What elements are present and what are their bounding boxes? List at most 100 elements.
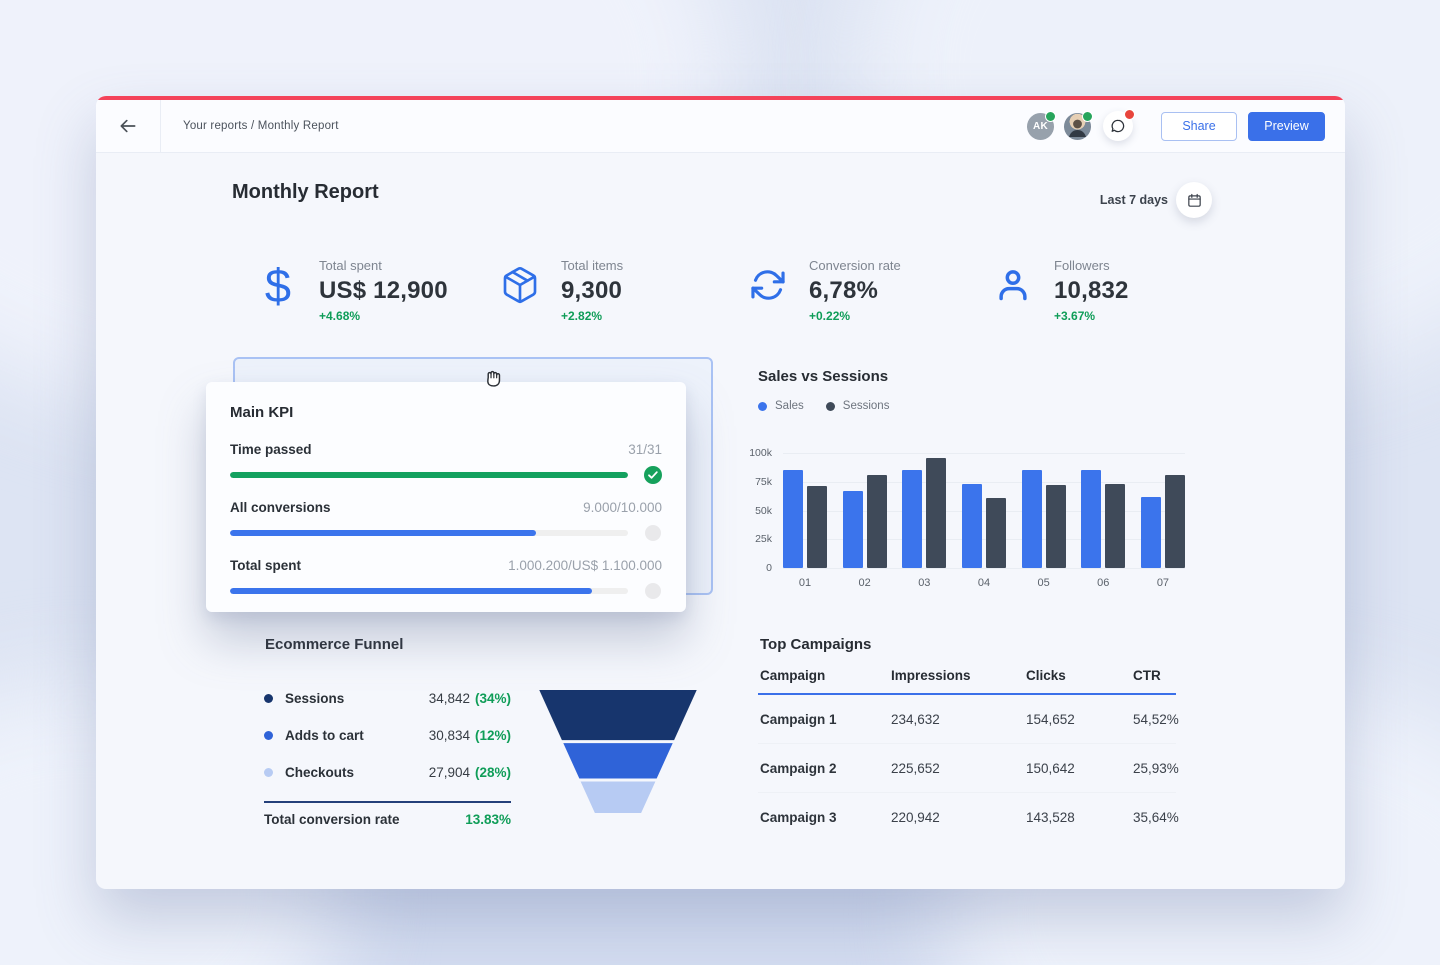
bar-group: 04 xyxy=(961,453,1006,589)
calendar-button[interactable] xyxy=(1176,182,1212,218)
table-cell: 225,652 xyxy=(891,760,940,776)
funnel-dot-icon xyxy=(264,730,273,740)
package-icon xyxy=(499,256,541,314)
date-range-label[interactable]: Last 7 days xyxy=(1099,193,1168,207)
funnel-row-adds-to-cart: Adds to cart 30,834 (12%) xyxy=(264,721,511,749)
arrow-left-icon xyxy=(120,119,136,133)
sessions-bar xyxy=(1164,474,1185,568)
bar-group: 02 xyxy=(842,453,887,589)
pending-circle-icon xyxy=(644,524,662,542)
funnel-divider xyxy=(264,801,511,803)
kpi-value: 6,78% xyxy=(809,277,879,304)
legend-item-sales[interactable]: Sales xyxy=(758,400,804,412)
top-bar-actions: AK Share Preview xyxy=(1017,109,1345,141)
grab-cursor-icon xyxy=(480,364,507,396)
legend-dot-icon xyxy=(758,401,767,411)
progress-fill xyxy=(230,588,593,594)
funnel-row-percent: (34%) xyxy=(474,690,511,706)
campaigns-title: Top Campaigns xyxy=(760,636,872,653)
table-cell: 154,652 xyxy=(1026,711,1075,727)
funnel-row-checkouts: Checkouts 27,904 (28%) xyxy=(264,758,511,786)
campaigns-table: Campaign Impressions Clicks CTR Campaign 1 2… xyxy=(758,662,1179,841)
main-kpi-title: Main KPI xyxy=(230,404,294,421)
top-bar: Your reports / Monthly Report AK Share P… xyxy=(96,100,1345,153)
funnel-row-label: Checkouts xyxy=(285,764,355,780)
funnel-chart xyxy=(538,690,698,818)
kpi-progress-value: 1.000.200/US$ 1.100.000 xyxy=(508,558,662,573)
funnel-total-row: Total conversion rate 13.83% xyxy=(264,812,511,827)
kpi-total-items: Total items 9,300 +2.82% xyxy=(499,256,623,323)
kpi-label: Total spent xyxy=(319,258,382,273)
funnel-legend: Sessions 34,842 (34%) Adds to cart 30,834 (12… xyxy=(264,684,511,795)
funnel-segment-adds-to-cart xyxy=(563,743,673,779)
chart-gridline xyxy=(783,453,1185,454)
table-header-underline xyxy=(758,693,1176,695)
legend-dot-icon xyxy=(825,401,835,411)
table-cell: Campaign 3 xyxy=(760,809,837,825)
table-cell: 220,942 xyxy=(891,809,940,825)
table-cell: Campaign 1 xyxy=(760,711,837,727)
funnel-total-value: 13.83% xyxy=(465,812,511,827)
chart-gridline xyxy=(783,481,1185,483)
sessions-bar xyxy=(1105,484,1126,568)
kpi-progress-row: All conversions 9.000/10.000 xyxy=(230,500,662,542)
sales-chart-title: Sales vs Sessions xyxy=(758,368,889,385)
x-axis-tick: 06 xyxy=(1097,577,1110,589)
x-axis-tick: 02 xyxy=(858,577,871,589)
top-accent-bar xyxy=(96,96,1345,100)
sessions-bar xyxy=(1045,485,1066,568)
funnel-total-label: Total conversion rate xyxy=(264,812,400,827)
chart-gridline xyxy=(783,539,1185,541)
kpi-followers: Followers 10,832 +3.67% xyxy=(992,256,1129,323)
column-header-ctr: CTR xyxy=(1133,668,1161,683)
progress-fill xyxy=(230,530,537,536)
table-cell: Campaign 2 xyxy=(760,760,837,776)
x-axis-tick: 03 xyxy=(918,577,931,589)
table-cell: 143,528 xyxy=(1026,809,1075,825)
x-axis-tick: 01 xyxy=(798,577,812,589)
legend-label: Sessions xyxy=(842,400,890,412)
person-photo xyxy=(1069,119,1086,137)
sales-bar xyxy=(961,484,982,568)
bar-group: 06 xyxy=(1081,453,1126,589)
chart-gridline xyxy=(783,568,1185,569)
progress-track xyxy=(230,472,628,478)
table-row: Campaign 3 220,942 143,528 35,64% xyxy=(758,793,1179,841)
legend-label: Sales xyxy=(775,400,804,412)
online-status-dot xyxy=(1082,110,1093,122)
avatar-ak[interactable]: AK xyxy=(1027,110,1056,140)
sessions-bar xyxy=(807,486,827,568)
dollar-icon: $ xyxy=(264,258,292,312)
y-axis-tick: 50k xyxy=(755,504,772,517)
preview-button[interactable]: Preview xyxy=(1248,111,1325,141)
kpi-progress-value: 31/31 xyxy=(628,442,662,457)
breadcrumb[interactable]: Your reports / Monthly Report xyxy=(183,120,339,132)
campaigns-table-header: Campaign Impressions Clicks CTR xyxy=(758,662,1176,693)
main-kpi-card[interactable]: Main KPI Time passed 31/31 All conversions… xyxy=(206,382,686,612)
share-button[interactable]: Share xyxy=(1161,111,1237,141)
table-cell: 54,52% xyxy=(1133,711,1179,727)
sales-bar xyxy=(1021,470,1042,568)
table-cell: 35,64% xyxy=(1133,809,1179,825)
funnel-segment-sessions xyxy=(539,690,697,741)
table-cell: 234,632 xyxy=(891,711,940,727)
kpi-label: Total items xyxy=(561,258,624,273)
kpi-value: 9,300 xyxy=(561,277,623,304)
sales-bar xyxy=(842,490,863,568)
notification-dot xyxy=(1124,109,1135,120)
back-button[interactable] xyxy=(96,100,161,152)
column-header-impressions: Impressions xyxy=(891,668,971,683)
kpi-progress-label: All conversions xyxy=(230,500,331,515)
funnel-dot-icon xyxy=(264,767,273,777)
calendar-icon xyxy=(1187,193,1201,207)
kpi-progress-label: Total spent xyxy=(230,558,302,573)
comments-button[interactable] xyxy=(1103,109,1135,141)
sessions-bar xyxy=(926,457,947,568)
report-window: Your reports / Monthly Report AK Share P… xyxy=(96,96,1345,889)
chat-bubble-icon xyxy=(1111,119,1125,133)
progress-track xyxy=(230,588,628,594)
legend-item-sessions[interactable]: Sessions xyxy=(825,400,890,412)
kpi-delta: +2.82% xyxy=(561,309,603,323)
y-axis-tick: 0 xyxy=(766,562,772,574)
avatar-photo[interactable] xyxy=(1064,110,1093,140)
